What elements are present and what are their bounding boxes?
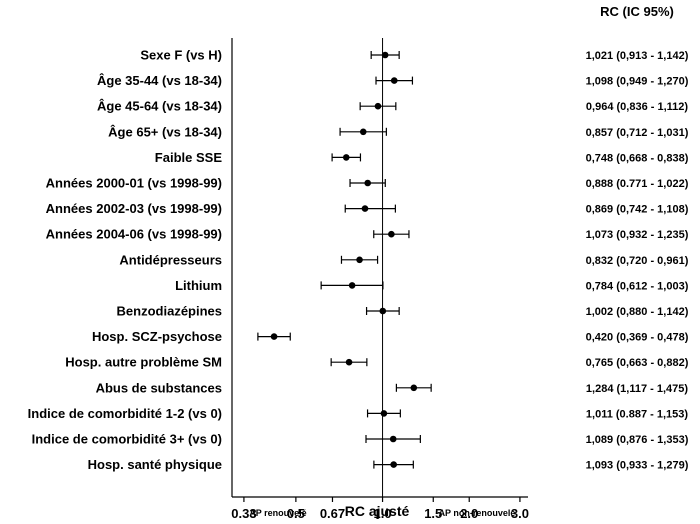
odds-ratio-point	[410, 384, 418, 392]
x-tick-label: 0.5	[287, 506, 305, 521]
ci-value-text: 0,784 (0,612 - 1,003)	[586, 280, 689, 292]
row-label: Benzodiazépines	[117, 304, 222, 319]
row-label: Hosp. santé physique	[88, 457, 222, 472]
forest-row: Faible SSE 0,748 (0,668 - 0,838)	[155, 150, 689, 165]
x-axis-label: RC ajusté	[345, 503, 410, 519]
ci-value-text: 0,888 (0.771 - 1,022)	[586, 178, 689, 190]
row-label: Abus de substances	[96, 380, 222, 395]
forest-row: Âge 35-44 (vs 18-34) 1,098 (0,949 - 1,270…	[97, 73, 689, 88]
forest-row: Années 2000-01 (vs 1998-99) 0,888 (0.771 …	[46, 176, 689, 191]
x-tick-label: 1.0	[374, 506, 392, 521]
x-tick-label: 3.0	[511, 506, 529, 521]
x-ticks: 0.33 0.5 0.67 1.0 1.5 2.0 3.0	[231, 497, 529, 521]
ci-value-text: 1,021 (0,913 - 1,142)	[586, 50, 689, 62]
row-label: Indice de comorbidité 3+ (vs 0)	[32, 432, 222, 447]
ci-value-text: 1,002 (0,880 - 1,142)	[586, 306, 689, 318]
forest-row: Hosp. autre problème SM 0,765 (0,663 - 0,…	[65, 355, 688, 370]
forest-row: Lithium 0,784 (0,612 - 1,003)	[175, 278, 689, 293]
rows-layer: Sexe F (vs H) 1,021 (0,913 - 1,142) Âge 35…	[28, 48, 689, 473]
ci-column-header: RC (IC 95%)	[600, 4, 674, 19]
ci-value-text: 1,089 (0,876 - 1,353)	[586, 434, 689, 446]
odds-ratio-point	[342, 154, 350, 161]
row-label: Âge 45-64 (vs 18-34)	[97, 99, 222, 114]
odds-ratio-point	[359, 128, 367, 136]
ci-value-text: 1,093 (0,933 - 1,279)	[586, 460, 689, 472]
ci-value-text: 0,420 (0,369 - 0,478)	[586, 332, 689, 344]
odds-ratio-point	[364, 179, 371, 187]
row-label: Âge 65+ (vs 18-34)	[108, 124, 222, 139]
forest-row: Indice de comorbidité 1-2 (vs 0) 1,011 (0…	[28, 406, 689, 421]
forest-row: Hosp. santé physique 1,093 (0,933 - 1,279…	[88, 457, 689, 472]
x-tick-label: 1.5	[424, 506, 442, 521]
x-tick-label: 0.33	[231, 506, 256, 521]
row-label: Années 2000-01 (vs 1998-99)	[46, 176, 222, 191]
row-label: Âge 35-44 (vs 18-34)	[97, 73, 222, 88]
ci-value-text: 0,964 (0,836 - 1,112)	[586, 101, 688, 113]
ci-value-text: 1,011 (0.887 - 1,153)	[586, 408, 688, 420]
ci-value-text: 0,832 (0,720 - 0,961)	[586, 255, 689, 267]
odds-ratio-point	[356, 256, 363, 264]
left-annotation: AP renouvelé	[249, 508, 306, 518]
odds-ratio-point	[381, 51, 389, 59]
odds-ratio-point	[390, 77, 398, 84]
ci-value-text: 0,869 (0,742 - 1,108)	[586, 204, 689, 216]
odds-ratio-point	[389, 435, 397, 443]
row-label: Années 2002-03 (vs 1998-99)	[46, 201, 222, 216]
forest-row: Benzodiazépines 1,002 (0,880 - 1,142)	[117, 304, 689, 319]
x-tick-label: 2.0	[460, 506, 478, 521]
odds-ratio-point	[380, 410, 388, 417]
row-label: Lithium	[175, 278, 222, 293]
row-label: Antidépresseurs	[119, 252, 222, 267]
odds-ratio-point	[348, 282, 356, 289]
forest-row: Âge 65+ (vs 18-34) 0,857 (0,712 - 1,031)	[108, 124, 689, 139]
odds-ratio-point	[374, 102, 382, 110]
ci-value-text: 0,857 (0,712 - 1,031)	[586, 127, 689, 139]
forest-row: Âge 45-64 (vs 18-34) 0,964 (0,836 - 1,112…	[97, 99, 688, 114]
forest-row: Sexe F (vs H) 1,021 (0,913 - 1,142)	[140, 48, 688, 63]
row-label: Hosp. SCZ-psychose	[92, 329, 222, 344]
x-axis	[231, 38, 528, 498]
odds-ratio-point	[345, 358, 353, 366]
ci-value-text: 0,765 (0,663 - 0,882)	[586, 357, 689, 369]
right-annotation: AP non-renouvelé	[439, 508, 516, 518]
row-label: Hosp. autre problème SM	[65, 355, 222, 370]
row-label: Sexe F (vs H)	[140, 48, 222, 63]
forest-row: Antidépresseurs 0,832 (0,720 - 0,961)	[119, 252, 688, 267]
row-label: Faible SSE	[155, 150, 223, 165]
odds-ratio-point	[361, 205, 369, 212]
odds-ratio-point	[388, 230, 395, 238]
forest-row: Hosp. SCZ-psychose 0,420 (0,369 - 0,478)	[92, 329, 689, 344]
ci-value-text: 0,748 (0,668 - 0,838)	[586, 152, 689, 164]
ci-value-text: 1,098 (0,949 - 1,270)	[586, 76, 689, 88]
row-label: Indice de comorbidité 1-2 (vs 0)	[28, 406, 222, 421]
forest-row: Indice de comorbidité 3+ (vs 0) 1,089 (0,…	[32, 432, 689, 447]
row-label: Années 2004-06 (vs 1998-99)	[46, 227, 222, 242]
forest-row: Années 2002-03 (vs 1998-99) 0,869 (0,742 …	[46, 201, 689, 216]
ci-value-text: 1,284 (1,117 - 1,475)	[586, 383, 688, 395]
ci-value-text: 1,073 (0,932 - 1,235)	[586, 229, 689, 241]
odds-ratio-point	[390, 461, 397, 468]
x-tick-label: 0.67	[320, 506, 345, 521]
forest-row: Années 2004-06 (vs 1998-99) 1,073 (0,932 …	[46, 227, 689, 242]
odds-ratio-point	[270, 333, 278, 340]
forest-row: Abus de substances 1,284 (1,117 - 1,475)	[96, 380, 689, 395]
